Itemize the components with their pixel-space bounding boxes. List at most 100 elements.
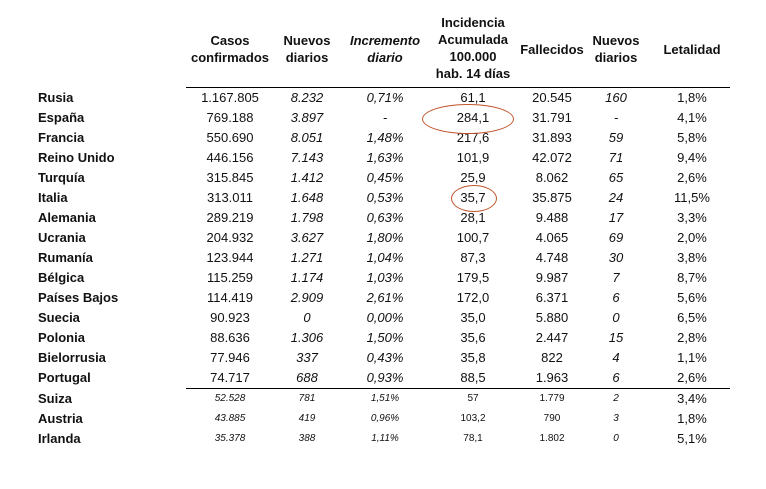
cell-nuevos: 8.232 [290,90,324,105]
cell-nuevos-f: 59 [608,130,624,145]
table-row: Rumanía 123.944 1.271 1,04% 87,3 4.748 30 3,8% [0,248,766,268]
table-row: Irlanda 35.378 388 1,11% 78,1 1.802 0 5,1% [0,429,766,449]
cell-fallecidos: 31.791 [532,110,572,125]
cell-fallecidos: 1.802 [539,433,565,444]
country-name: Turquía [38,170,85,185]
cell-incremento: 0,96% [370,413,400,424]
cell-nuevos: 3.897 [290,110,324,125]
table-row: Bielorrusia 77.946 337 0,43% 35,8 822 4 1,1% [0,348,766,368]
header-nuevos: Nuevos diarios [283,33,331,65]
cell-nuevos: 419 [298,413,316,424]
cell-nuevos-f: 6 [612,290,620,305]
cell-nuevos-f: 160 [605,90,627,105]
cell-fallecidos: 1.963 [535,370,569,385]
table-row: España 769.188 3.897-284,1 31.791-4,1% [0,108,766,128]
cell-letalidad: 9,4% [677,150,707,165]
cell-incremento: 0,00% [366,310,404,325]
cell-nuevos-f: 65 [608,170,624,185]
cell-incremento: 0,71% [366,90,404,105]
cell-casos: 769.188 [206,110,254,125]
country-name: Suecia [38,310,80,325]
cell-nuevos: 8.051 [290,130,324,145]
cell-fallecidos: 6.371 [535,290,569,305]
table-row: Alemania 289.219 1.798 0,63% 28,1 9.488 17 3,3% [0,208,766,228]
cell-casos: 204.932 [206,230,254,245]
country-name: Francia [38,130,85,145]
cell-incremento: - [382,110,388,125]
cell-incremento: 1,63% [366,150,404,165]
cell-casos: 114.419 [206,290,254,305]
country-name: Suiza [38,391,72,406]
cell-letalidad: 11,5% [674,190,710,205]
cell-incidencia: 35,0 [460,310,486,325]
cell-incremento: 0,45% [366,170,404,185]
cell-incremento: 0,93% [366,370,404,385]
table-row: Reino Unido 446.156 7.143 1,63% 101,9 42.072 7… [0,148,766,168]
cell-casos: 313.011 [206,190,254,205]
cell-nuevos-f: - [613,110,619,125]
cell-letalidad: 2,0% [677,230,707,245]
cell-letalidad: 8,7% [677,270,707,285]
cell-casos: 289.219 [206,210,254,225]
cell-casos: 77.946 [210,350,250,365]
cell-letalidad: 3,3% [677,210,707,225]
cell-letalidad: 3,4% [677,391,707,406]
cell-nuevos-f: 2 [613,393,619,404]
cell-nuevos: 337 [296,350,318,365]
cell-incidencia: 57 [467,393,479,404]
cell-fallecidos: 4.748 [535,250,569,265]
table-row: Bélgica 115.259 1.174 1,03% 179,5 9.987 7 8,7% [0,268,766,288]
cell-nuevos-f: 3 [613,413,619,424]
cell-letalidad: 4,1% [677,110,707,125]
cell-incremento: 1,04% [366,250,404,265]
header-letalidad: Letalidad [663,42,721,57]
country-name: Rumanía [38,250,93,265]
cell-nuevos-f: 30 [608,250,624,265]
cell-incidencia: 100,7 [456,230,490,245]
cell-letalidad: 5,1% [677,431,707,446]
cell-incidencia: 101,9 [456,150,490,165]
cell-nuevos: 7.143 [290,150,324,165]
table-row: Turquía 315.845 1.412 0,45% 25,9 8.062 65 2,6% [0,168,766,188]
cell-nuevos: 1.648 [290,190,324,205]
cell-letalidad: 1,8% [677,90,707,105]
cell-nuevos: 688 [296,370,318,385]
country-name: Rusia [38,90,74,105]
country-name: Países Bajos [38,290,119,305]
header-rule [186,87,730,88]
cell-incremento: 0,63% [366,210,404,225]
cell-fallecidos: 1.779 [539,393,565,404]
cell-nuevos-f: 24 [608,190,624,205]
cell-incremento: 1,03% [366,270,404,285]
cell-fallecidos: 9.987 [535,270,569,285]
cell-incremento: 0,53% [366,190,404,205]
cell-nuevos: 2.909 [290,290,324,305]
header-fallecidos: Fallecidos [520,42,584,57]
country-name: Ucrania [38,230,86,245]
cell-incremento: 0,43% [366,350,404,365]
table-row: Rusia 1.167.805 8.232 0,71% 61,1 20.545 160 1,8… [0,88,766,108]
cell-nuevos-f: 69 [608,230,624,245]
cell-fallecidos: 2.447 [535,330,569,345]
cell-nuevos: 1.271 [290,250,324,265]
table-row: Francia 550.690 8.051 1,48% 217,6 31.893 59 5,8… [0,128,766,148]
cell-letalidad: 1,8% [677,411,707,426]
cell-casos: 1.167.805 [201,90,259,105]
cell-letalidad: 6,5% [677,310,707,325]
cell-fallecidos: 822 [541,350,563,365]
cell-nuevos-f: 6 [612,370,620,385]
cell-fallecidos: 9.488 [535,210,569,225]
country-name: Irlanda [38,431,81,446]
cell-casos: 446.156 [206,150,254,165]
cell-incidencia: 25,9 [460,170,486,185]
country-name: Polonia [38,330,85,345]
table-row: Italia 313.011 1.648 0,53% 35,7 35.875 24 11,5% [0,188,766,208]
cell-incidencia: 35,6 [460,330,486,345]
table-row: Países Bajos 114.419 2.909 2,61% 172,0 6.371 6… [0,288,766,308]
cell-nuevos-f: 71 [608,150,624,165]
cell-incremento: 1,51% [370,393,400,404]
cell-letalidad: 2,8% [677,330,707,345]
cell-letalidad: 1,1% [677,350,707,365]
cell-casos: 88.636 [210,330,250,345]
